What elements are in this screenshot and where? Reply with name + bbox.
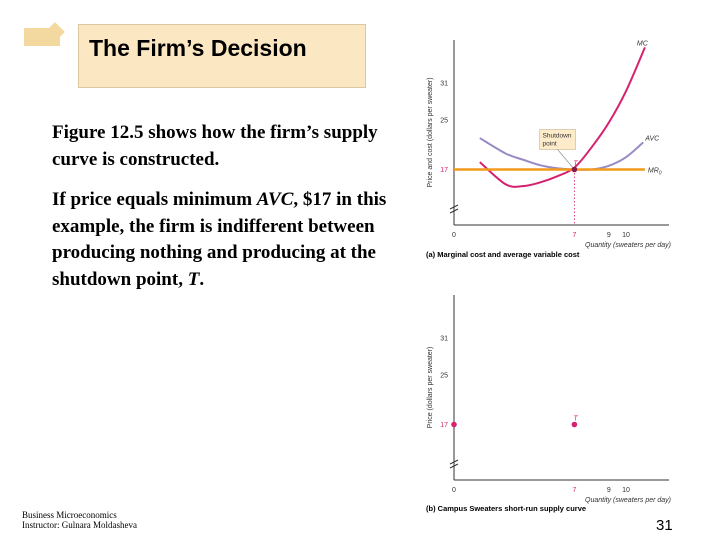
chart-a-caption: (a) Marginal cost and average variable c… <box>426 250 580 259</box>
p2-text-middle: , $17 in this example, the firm is indif… <box>52 189 387 290</box>
chart-b-ytick-label: 31 <box>440 336 448 343</box>
chart-b-xtick-label: 0 <box>452 487 456 494</box>
chart-a-series-label-mr0: MR0 <box>648 168 662 177</box>
chart-a-xtick-label: 7 <box>572 232 576 239</box>
footer: Business Microeconomics Instructor: Guln… <box>22 510 137 530</box>
p2-text-start: If price equals minimum <box>52 189 257 210</box>
chart-a-x-axis-title: Quantity (sweaters per day) <box>585 242 671 249</box>
chart-a-xtick-label: 0 <box>452 232 456 239</box>
chart-a-xtick-label: 10 <box>622 232 630 239</box>
chart-a-series-label-mc: MC <box>637 40 649 47</box>
chart-a-ytick-label: 31 <box>440 81 448 88</box>
chart-b-ytick-label: 17 <box>440 422 448 429</box>
footer-instructor: Instructor: Gulnara Moldasheva <box>22 520 137 530</box>
chart-a-series-label-avc: AVC <box>644 135 660 142</box>
chart-a-point-t <box>571 166 578 173</box>
chart-b-point-label-t: T <box>573 416 578 423</box>
chart-b-ytick-label: 25 <box>440 373 448 380</box>
chart-a-axis-break <box>449 204 459 214</box>
chart-a-ytick-label: 25 <box>440 118 448 125</box>
chart-a-xtick-label: 9 <box>607 232 611 239</box>
chart-b-axis-break <box>449 459 459 469</box>
p2-t-term: T <box>187 268 200 290</box>
footer-course: Business Microeconomics <box>22 510 117 520</box>
chart-b-x-axis-title: Quantity (sweaters per day) <box>585 497 671 504</box>
slide-title: The Firm’s Decision <box>89 35 307 61</box>
chart-a-point-label-t: T <box>573 161 578 168</box>
chart-b-point-0 <box>451 421 457 428</box>
paragraph-1: Figure 12.5 shows how the firm’s supply … <box>52 122 378 170</box>
chart-b-point-t <box>571 421 578 428</box>
chart-b-xtick-label: 7 <box>572 487 576 494</box>
body-text: Figure 12.5 shows how the firm’s supply … <box>52 120 387 307</box>
chart-b-y-axis-title: Price (dollars per sweater) <box>427 347 434 429</box>
chart-b-caption: (b) Campus Sweaters short-run supply cur… <box>426 504 586 513</box>
figure-12-5: 31 25 17 0 7 9 10 Price and cost (dollars per s… <box>426 40 671 513</box>
p2-avc-term: AVC <box>256 189 294 210</box>
chart-a-ytick-label: 17 <box>440 167 448 174</box>
chart-a-series-mc <box>479 47 646 188</box>
paragraph-2: If price equals minimum AVC, $17 in this… <box>52 187 387 293</box>
p2-text-end: . <box>199 268 205 290</box>
chart-a-annotation-leader <box>557 149 575 170</box>
chart-b-xtick-label: 10 <box>622 487 630 494</box>
title-box: The Firm’s Decision <box>78 24 366 88</box>
chart-a-y-axis-title: Price and cost (dollars per sweater) <box>427 77 434 187</box>
chart-a-annotation-text: Shutdown point <box>543 133 572 148</box>
page-number: 31 <box>656 517 673 534</box>
chart-b-xtick-label: 9 <box>607 487 611 494</box>
